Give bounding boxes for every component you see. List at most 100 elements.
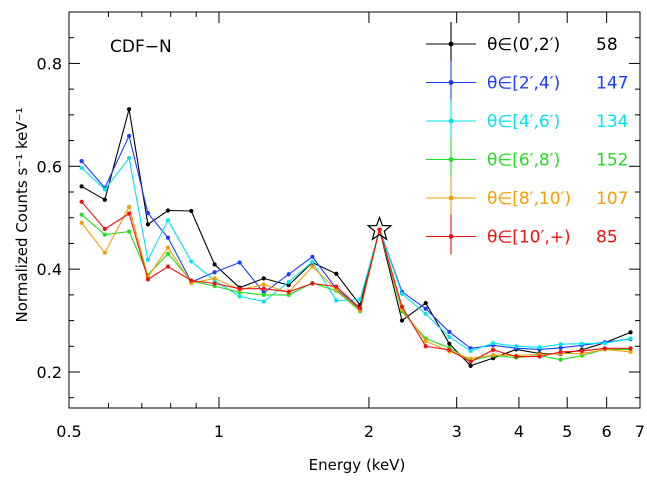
legend-label: θ∈[10′,+) — [487, 228, 571, 248]
data-point — [165, 208, 171, 213]
legend-count: 152 — [596, 151, 628, 171]
legend-label: θ∈[4′,6′) — [487, 112, 560, 132]
data-point — [102, 250, 107, 255]
data-point — [537, 354, 542, 359]
data-point — [79, 220, 84, 225]
data-point — [468, 359, 473, 364]
data-point — [310, 281, 315, 286]
legend-entry: θ∈[10′,+) 85 — [426, 214, 618, 255]
data-point — [261, 299, 266, 304]
data-point — [334, 298, 339, 303]
data-point — [490, 341, 496, 346]
data-point — [126, 229, 132, 234]
x-tick-labels: 0.5 1 2 3 4 5 6 7 — [56, 422, 645, 441]
data-point — [145, 277, 150, 282]
data-point — [165, 235, 171, 240]
data-point — [558, 345, 563, 350]
data-point — [261, 282, 266, 287]
data-point — [423, 344, 428, 349]
data-point — [558, 357, 563, 362]
data-point — [212, 270, 217, 275]
data-point — [399, 291, 405, 296]
y-tick-label: 0.4 — [37, 260, 62, 279]
x-axis-label: Energy (keV) — [309, 456, 406, 474]
legend-point — [448, 118, 454, 124]
data-point — [165, 218, 171, 223]
data-point — [126, 107, 132, 112]
data-point — [628, 349, 633, 355]
legend-label: θ∈(0′,2′) — [487, 35, 560, 55]
data-point — [490, 352, 496, 358]
data-point — [189, 259, 194, 264]
data-point — [126, 155, 132, 161]
legend-point — [448, 234, 454, 239]
legend-count: 134 — [596, 112, 628, 132]
series-line — [81, 156, 631, 352]
x-tick-label: 3 — [452, 422, 462, 441]
legend-count: 85 — [596, 228, 618, 248]
star-marker — [366, 215, 393, 241]
legend-label: θ∈[6′,8′) — [487, 151, 560, 171]
data-point — [628, 330, 633, 335]
data-point — [189, 208, 194, 214]
legend-entry: θ∈[6′,8′) 152 — [426, 137, 628, 178]
data-point — [399, 304, 405, 309]
legend-count: 107 — [596, 189, 628, 209]
data-point — [79, 212, 84, 217]
y-tick-labels: 0.2 0.4 0.6 0.8 — [37, 54, 62, 382]
axis-ticks — [68, 12, 641, 408]
legend-entry: θ∈[4′,6′) 134 — [426, 99, 628, 139]
legend-entry: θ∈[8′,10′) 107 — [426, 176, 628, 216]
data-point — [558, 342, 563, 347]
legend-entry: θ∈(0′,2′) 58 — [426, 22, 618, 62]
legend-count: 147 — [596, 74, 628, 94]
data-point — [286, 282, 291, 288]
data-point — [145, 222, 150, 227]
x-tick-label: 5 — [562, 422, 572, 441]
x-tick-label: 4 — [514, 422, 524, 441]
data-point — [423, 300, 428, 306]
field-annotation: CDF−N — [110, 37, 172, 57]
data-point — [358, 297, 363, 302]
data-point — [165, 251, 171, 256]
data-point — [334, 287, 339, 292]
data-point — [423, 306, 428, 311]
data-point — [286, 279, 291, 285]
legend-point — [448, 157, 454, 162]
data-point — [126, 204, 132, 210]
legend-point — [448, 195, 454, 201]
data-point — [165, 245, 171, 250]
data-point — [237, 260, 242, 265]
data-point — [558, 349, 563, 355]
data-point — [447, 329, 452, 334]
data-point — [212, 276, 217, 281]
data-point — [79, 159, 84, 164]
data-point — [334, 271, 339, 276]
data-point — [310, 259, 315, 265]
data-point — [79, 165, 84, 170]
series-2 — [79, 155, 633, 354]
data-point — [514, 344, 519, 349]
series-line — [81, 201, 631, 363]
y-tick-label: 0.8 — [37, 54, 62, 73]
data-point — [537, 345, 542, 350]
data-point — [602, 341, 607, 346]
data-point — [165, 264, 171, 269]
legend-point — [448, 41, 454, 47]
legend: θ∈(0′,2′) 58 θ∈[2′,4′) 147 θ∈[4′,6′) 134 θ∈[6′… — [426, 22, 628, 255]
data-point — [447, 334, 452, 340]
plot-frame — [68, 11, 641, 409]
data-point — [286, 272, 291, 277]
data-point — [447, 347, 452, 352]
data-point — [399, 318, 405, 323]
data-point — [102, 197, 107, 202]
data-point — [447, 341, 452, 346]
data-point — [145, 257, 150, 262]
data-point — [286, 289, 291, 294]
data-point — [212, 262, 217, 267]
legend-point — [448, 80, 454, 85]
data-point — [423, 311, 428, 316]
data-point — [579, 348, 584, 354]
